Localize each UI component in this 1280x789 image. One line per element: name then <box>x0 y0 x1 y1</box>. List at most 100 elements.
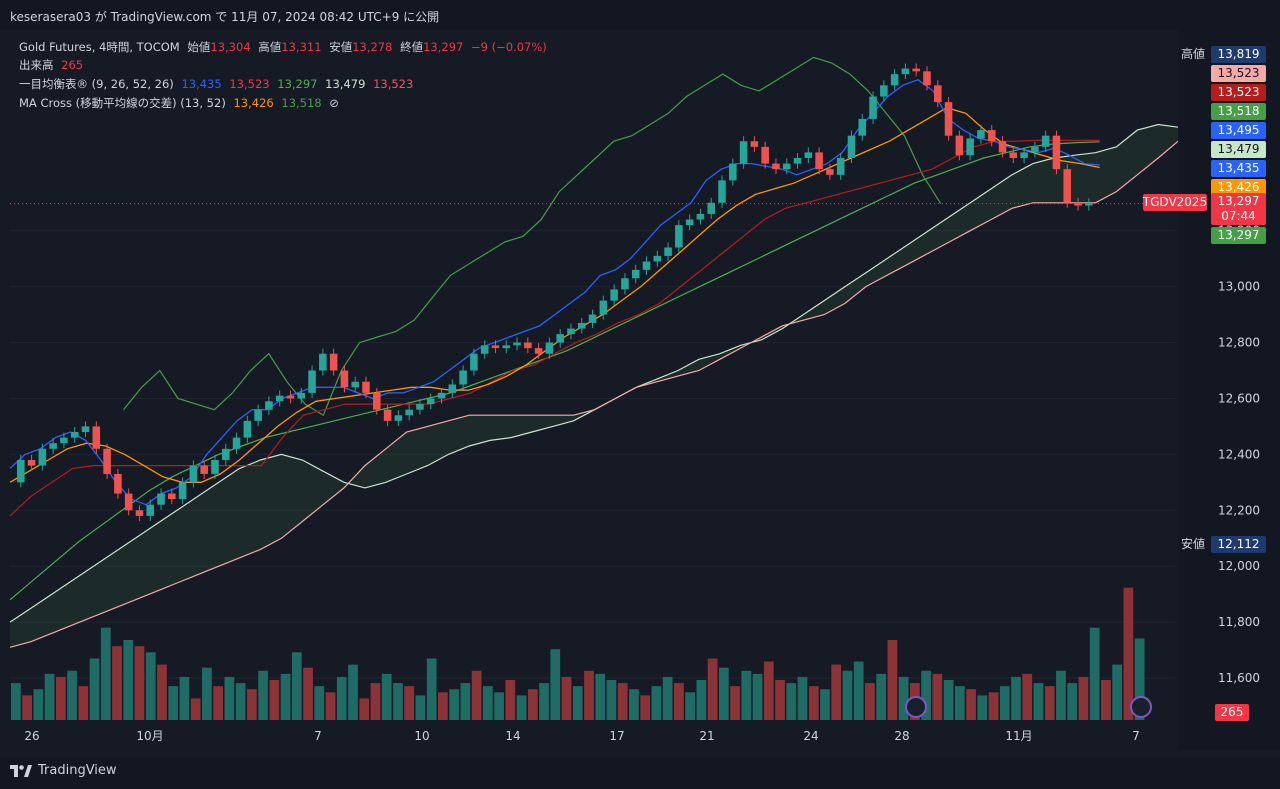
low-label: 安値 <box>329 40 353 54</box>
candle-body <box>17 459 25 483</box>
volume-bar <box>11 683 21 720</box>
volume-bar <box>381 673 392 720</box>
candle-body <box>987 130 996 142</box>
candle-body <box>394 415 403 421</box>
last-price-badge-text: 13,297 <box>1218 194 1260 208</box>
volume-bar <box>988 692 999 720</box>
volume-bar <box>730 686 740 720</box>
candle-body <box>265 401 273 410</box>
volume-bar <box>808 686 819 720</box>
volume-bar <box>1123 587 1134 720</box>
high-value-badge: 13,819 <box>1211 46 1266 63</box>
candle-body <box>437 392 446 399</box>
candle-body <box>944 102 953 136</box>
volume-bar <box>516 695 527 720</box>
volume-bar <box>1056 670 1066 720</box>
indicator-price-badge-text: 13,518 <box>1218 104 1260 118</box>
volume-label[interactable]: 出来高 <box>19 58 54 72</box>
volume-bar <box>595 673 606 720</box>
candle-body <box>901 68 910 75</box>
symbol-title[interactable]: Gold Futures, 4時間, TOCOM <box>19 40 180 54</box>
indicator-price-badge-text: 13,523 <box>1218 66 1260 80</box>
candle-body <box>1085 203 1093 206</box>
candle-body <box>815 152 823 170</box>
volume-bar <box>348 664 358 720</box>
candle-body <box>556 334 564 343</box>
volume-bar <box>291 652 302 720</box>
indicator-price-badge-bg <box>1211 122 1266 139</box>
ichimoku-label[interactable]: 一目均衡表® (9, 26, 52, 26) <box>19 77 174 91</box>
volume-bar <box>22 695 32 720</box>
eye-off-icon[interactable]: ⊘ <box>329 96 339 110</box>
tradingview-logo[interactable]: TradingView <box>10 763 117 778</box>
candle-body <box>480 345 489 354</box>
candle-body <box>70 432 79 438</box>
candle-body <box>534 348 543 354</box>
volume-bar <box>505 680 516 720</box>
candle-body <box>146 504 155 516</box>
volume-bar <box>584 670 594 720</box>
indicator-price-badge: 13,426 <box>1211 179 1266 196</box>
volume-bar <box>190 698 201 720</box>
indicator-price-badge: 13,435 <box>1211 160 1266 177</box>
candle-body <box>696 213 705 220</box>
indicator-price-badge-bg <box>1211 160 1266 177</box>
time-tick-label: 10 <box>414 729 429 743</box>
indicator-price-badge-text: 13,435 <box>1218 161 1260 175</box>
price-tick-label: 13,000 <box>1218 280 1260 294</box>
volume-bar <box>426 658 437 720</box>
candle-body <box>351 381 359 388</box>
volume-bar <box>213 686 224 720</box>
volume-bar <box>943 680 954 720</box>
ichimoku-kijun-value: 13,523 <box>229 77 270 91</box>
candle-body <box>448 384 457 393</box>
candle-body <box>114 473 122 494</box>
ichimoku-chikou-value: 13,297 <box>277 77 318 91</box>
volume-bar <box>112 646 122 720</box>
volume-bar <box>168 686 179 720</box>
candle-body <box>373 392 381 410</box>
volume-bar <box>1101 680 1111 720</box>
volume-bar <box>1033 683 1044 720</box>
high-value-badge-text: 13,819 <box>1218 47 1260 61</box>
low-value-badge-bg <box>1211 536 1266 553</box>
candle-body <box>761 146 769 164</box>
candle-body <box>664 247 672 256</box>
volume-bar <box>100 627 111 720</box>
time-tick-label: 17 <box>609 729 624 743</box>
chart-area[interactable]: 13,20013,00012,80012,60012,40012,20012,0… <box>0 30 1280 760</box>
chikou-price-badge-text: 13,297 <box>1218 228 1260 242</box>
time-tick-label: 21 <box>699 729 714 743</box>
volume-bar <box>336 676 347 720</box>
candle-body <box>383 409 392 421</box>
volume-bar <box>865 683 875 720</box>
candle-body <box>286 395 295 399</box>
candle-body <box>772 163 780 170</box>
countdown-badge-text: 07:44 <box>1221 209 1256 223</box>
volume-bar <box>1112 664 1123 720</box>
time-tick-label: 7 <box>1132 729 1140 743</box>
volume-bar <box>572 686 583 720</box>
flash-icon[interactable] <box>1130 696 1152 718</box>
time-tick-label: 10月 <box>136 729 163 743</box>
volume-bar <box>527 689 538 720</box>
symbol-tag-badge: TGDV2025 <box>1142 194 1207 211</box>
price-tick-label: 11,800 <box>1218 615 1260 629</box>
candle-body <box>1009 152 1018 159</box>
candle-body <box>880 85 888 97</box>
volume-bar <box>550 649 561 720</box>
ichimoku-tenkan-value: 13,435 <box>181 77 222 91</box>
volume-bar <box>1067 683 1078 720</box>
ma-label[interactable]: MA Cross (移動平均線の交差) (13, 52) <box>19 96 226 110</box>
volume-bar <box>741 670 752 720</box>
legend-ichimoku: 一目均衡表® (9, 26, 52, 26) 13,435 13,523 13,… <box>19 76 417 92</box>
candle-body <box>1074 202 1082 206</box>
volume-bar <box>685 692 695 720</box>
event-icon[interactable] <box>905 696 927 718</box>
candle-body <box>178 482 187 500</box>
high-label: 高値 <box>258 40 282 54</box>
indicator-price-badge-text: 13,426 <box>1218 180 1260 194</box>
volume-bar <box>898 676 909 720</box>
volume-badge-bg <box>1215 704 1249 721</box>
time-tick-label: 26 <box>24 729 39 743</box>
